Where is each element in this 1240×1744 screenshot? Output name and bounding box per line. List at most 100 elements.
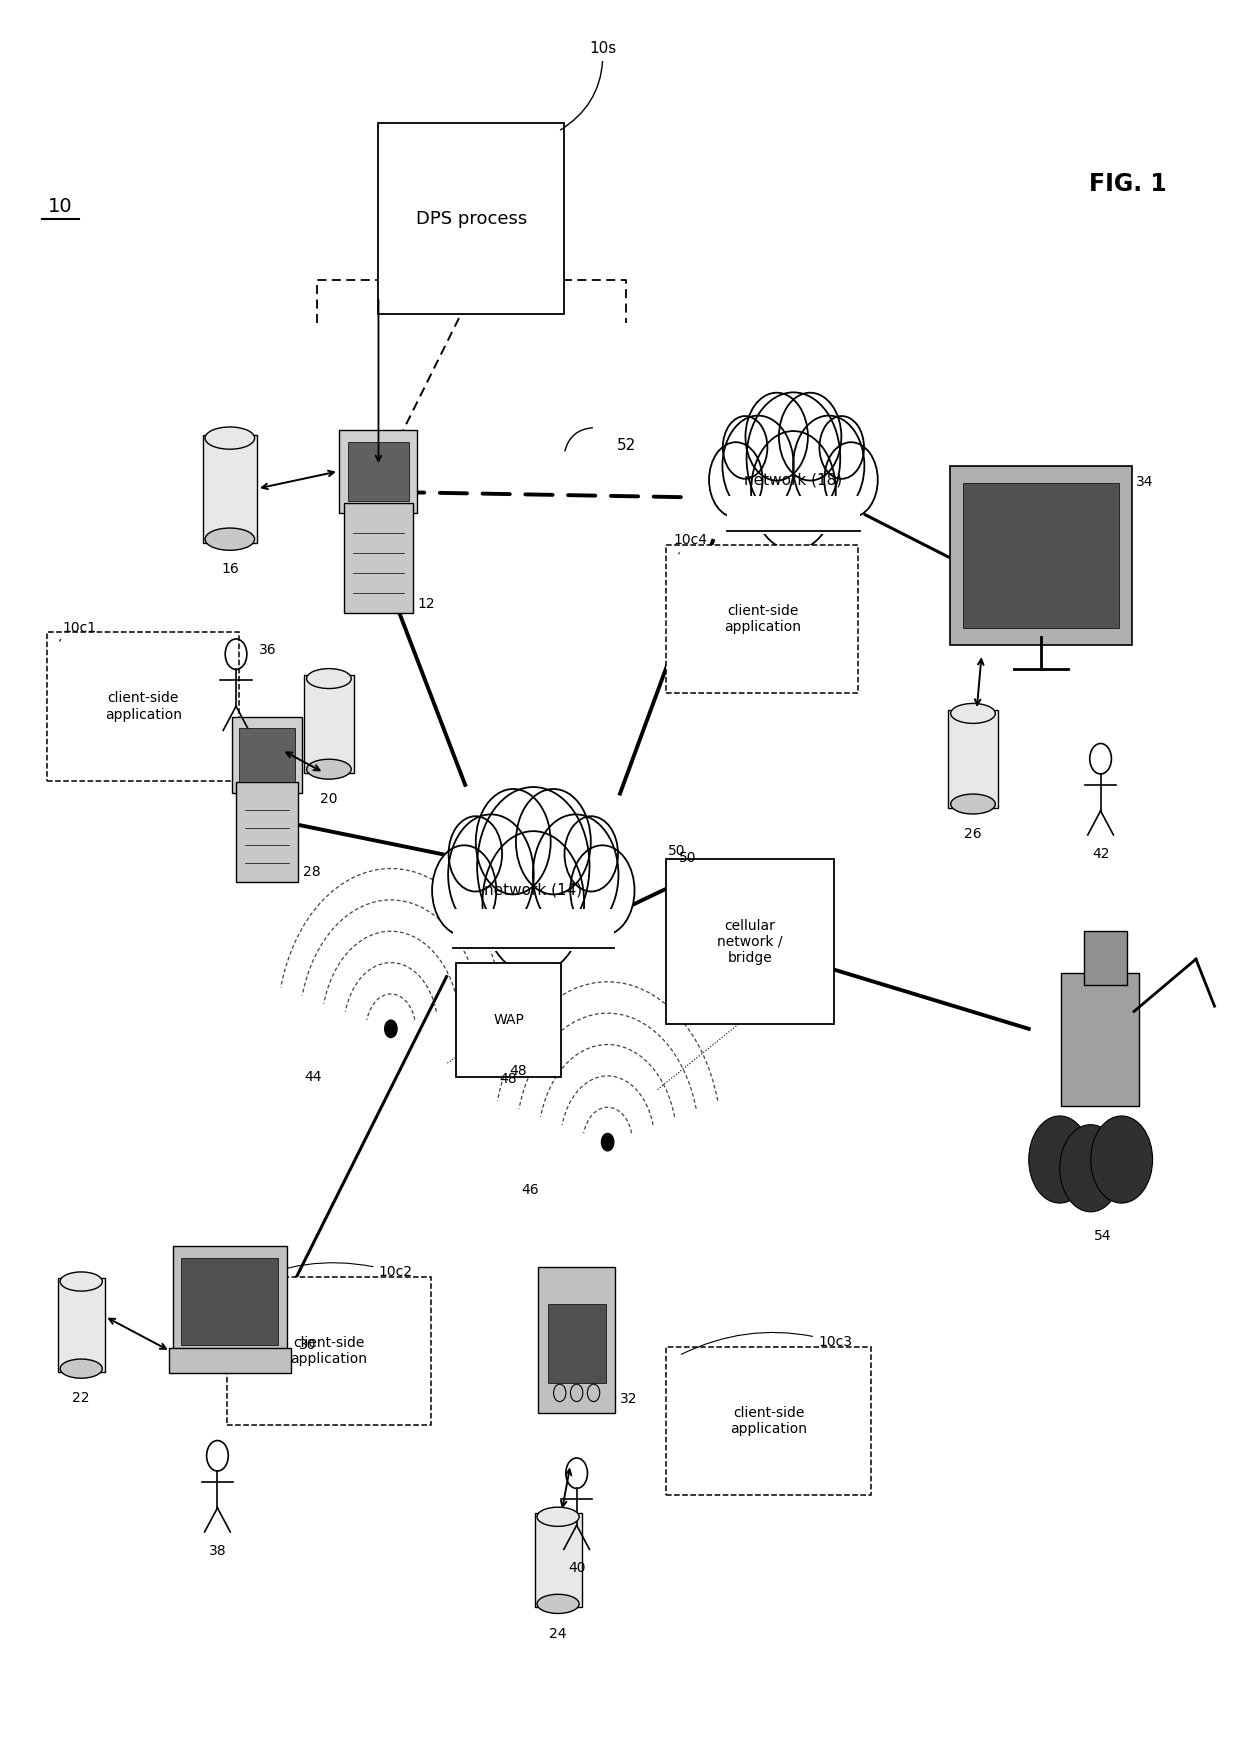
Circle shape (432, 846, 496, 935)
Circle shape (1091, 1116, 1153, 1203)
Ellipse shape (951, 703, 996, 724)
Text: 54: 54 (1095, 1230, 1112, 1243)
FancyBboxPatch shape (666, 860, 833, 1024)
Text: 12: 12 (418, 596, 435, 610)
Text: 30: 30 (299, 1338, 316, 1352)
Text: 20: 20 (320, 792, 337, 806)
Text: 10c2: 10c2 (242, 1263, 413, 1285)
Circle shape (476, 788, 551, 895)
Text: network (14): network (14) (485, 882, 583, 898)
Text: 50: 50 (668, 844, 686, 858)
Circle shape (449, 816, 502, 891)
Text: 10c4: 10c4 (673, 534, 707, 555)
Circle shape (533, 814, 619, 935)
FancyBboxPatch shape (347, 441, 409, 502)
Text: 10c1: 10c1 (60, 621, 97, 642)
FancyBboxPatch shape (227, 1277, 432, 1425)
Ellipse shape (61, 1359, 102, 1378)
Text: 26: 26 (965, 827, 982, 841)
Text: 10s: 10s (560, 40, 616, 131)
Ellipse shape (205, 528, 254, 551)
FancyBboxPatch shape (172, 1245, 288, 1357)
Circle shape (564, 816, 618, 891)
FancyBboxPatch shape (548, 1305, 605, 1383)
Text: 50: 50 (680, 851, 697, 865)
Ellipse shape (537, 1507, 579, 1526)
FancyBboxPatch shape (345, 502, 413, 612)
Circle shape (448, 814, 533, 935)
Circle shape (723, 417, 768, 480)
Circle shape (820, 417, 864, 480)
Text: 10c3: 10c3 (681, 1332, 852, 1355)
FancyBboxPatch shape (666, 546, 858, 694)
Text: 44: 44 (304, 1071, 321, 1085)
Ellipse shape (61, 1271, 102, 1291)
Text: WAP: WAP (494, 1013, 525, 1027)
Text: 10: 10 (48, 197, 72, 216)
FancyBboxPatch shape (236, 783, 298, 882)
Text: client-side
application: client-side application (730, 1406, 807, 1435)
Circle shape (746, 392, 841, 525)
FancyBboxPatch shape (340, 431, 418, 513)
FancyBboxPatch shape (47, 633, 239, 781)
Text: 28: 28 (303, 865, 321, 879)
Circle shape (477, 787, 589, 945)
Ellipse shape (205, 427, 254, 450)
Circle shape (751, 431, 836, 551)
FancyBboxPatch shape (169, 1348, 291, 1374)
Ellipse shape (306, 668, 351, 689)
Ellipse shape (306, 759, 351, 780)
Circle shape (570, 846, 635, 935)
Text: DPS process: DPS process (415, 209, 527, 227)
Text: client-side
application: client-side application (290, 1336, 367, 1366)
FancyBboxPatch shape (378, 122, 564, 314)
Circle shape (794, 415, 864, 516)
FancyBboxPatch shape (456, 963, 562, 1076)
Text: FIG. 1: FIG. 1 (1089, 171, 1167, 195)
Text: 46: 46 (521, 1184, 538, 1198)
FancyBboxPatch shape (534, 1514, 582, 1608)
FancyBboxPatch shape (58, 1278, 104, 1373)
FancyBboxPatch shape (951, 466, 1132, 645)
Text: client-side
application: client-side application (104, 691, 181, 722)
FancyBboxPatch shape (538, 1268, 615, 1413)
FancyBboxPatch shape (181, 1257, 279, 1345)
Text: 38: 38 (208, 1543, 226, 1557)
Ellipse shape (951, 794, 996, 814)
Text: 16: 16 (221, 562, 239, 576)
Circle shape (825, 443, 878, 518)
Circle shape (745, 392, 808, 481)
Text: 32: 32 (620, 1392, 637, 1406)
Circle shape (1060, 1125, 1122, 1212)
Text: 48: 48 (500, 1073, 517, 1087)
FancyBboxPatch shape (239, 729, 295, 781)
FancyBboxPatch shape (232, 717, 303, 794)
Text: 52: 52 (616, 438, 636, 452)
Text: network (18): network (18) (744, 473, 842, 487)
Ellipse shape (537, 1594, 579, 1613)
Circle shape (516, 788, 590, 895)
Circle shape (709, 443, 763, 518)
FancyBboxPatch shape (304, 675, 353, 773)
Circle shape (1029, 1116, 1091, 1203)
Text: 36: 36 (259, 644, 277, 657)
Bar (453, 909, 614, 950)
Text: 42: 42 (1092, 848, 1110, 862)
Text: 24: 24 (549, 1627, 567, 1641)
Text: 40: 40 (568, 1561, 585, 1575)
FancyBboxPatch shape (1061, 973, 1140, 1106)
Text: 22: 22 (72, 1392, 91, 1406)
FancyBboxPatch shape (1085, 931, 1127, 985)
Text: client-side
application: client-side application (724, 603, 801, 635)
FancyBboxPatch shape (202, 434, 257, 542)
FancyBboxPatch shape (949, 710, 998, 807)
Circle shape (601, 1134, 614, 1151)
Circle shape (779, 392, 841, 481)
Text: 34: 34 (1136, 474, 1153, 488)
FancyBboxPatch shape (962, 483, 1120, 628)
Text: 48: 48 (510, 1064, 527, 1078)
Circle shape (723, 415, 794, 516)
Circle shape (482, 832, 584, 975)
Text: cellular
network /
bridge: cellular network / bridge (717, 919, 782, 964)
Circle shape (384, 1020, 397, 1038)
